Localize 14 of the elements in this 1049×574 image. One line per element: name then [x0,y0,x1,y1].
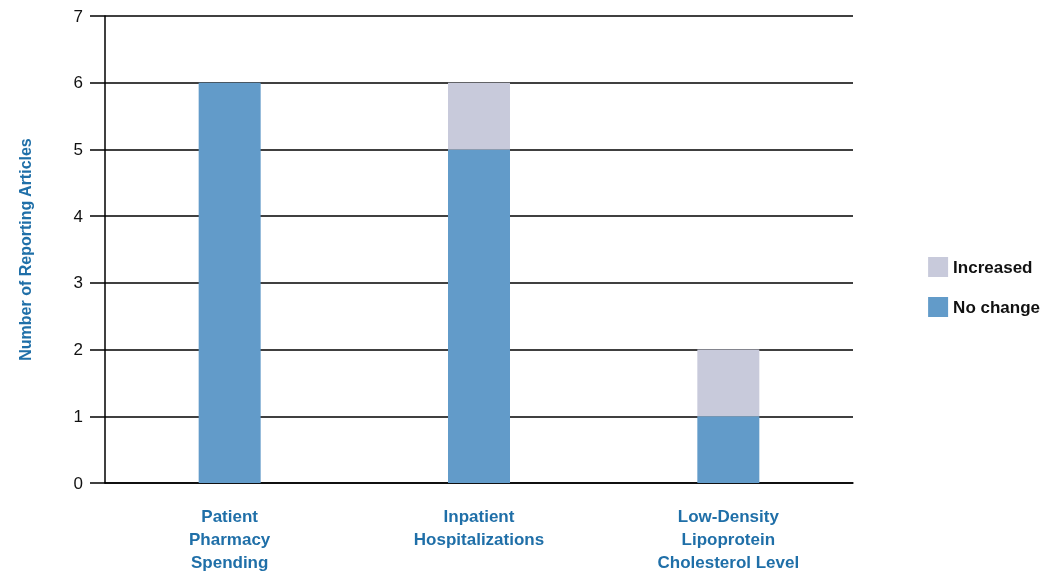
y-tick-label: 3 [73,273,83,293]
y-tick-label: 0 [73,473,83,493]
y-tick-label: 7 [73,6,83,26]
legend-label: No change [953,297,1041,317]
y-tick-label: 4 [73,206,83,226]
x-tick-label: Low-Density Lipoprotein Cholesterol Level [657,507,800,572]
y-tick-label: 1 [73,406,83,426]
y-axis-title: Number of Reporting Articles [16,138,34,361]
x-tick-label: Patient Pharmacy Spending [189,507,271,572]
x-tick-label: Inpatient Hospitalizations [413,507,545,549]
y-tick-label: 6 [73,73,83,93]
legend-label: Increased [953,257,1033,277]
y-tick-label: 2 [73,340,83,360]
y-tick-label: 5 [73,139,83,159]
